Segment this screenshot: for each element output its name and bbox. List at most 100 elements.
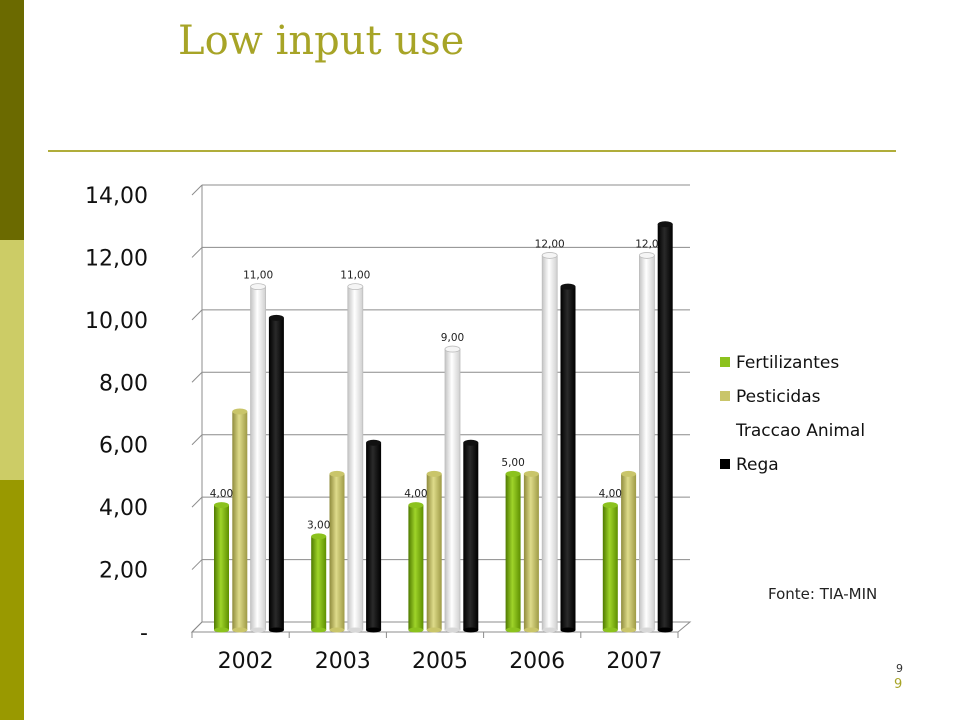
bar-base (366, 627, 382, 633)
bar (311, 533, 327, 633)
y-tick-label: 10,00 (85, 309, 148, 334)
slide-title: Low input use (178, 18, 465, 64)
bar-cap (426, 470, 442, 477)
bar-base (232, 627, 248, 633)
y-tick-label: - (140, 621, 148, 646)
gridline-depth (191, 434, 203, 446)
data-label: 5,00 (501, 457, 524, 469)
bar-body (329, 473, 345, 630)
bar (408, 502, 424, 633)
bar-body (366, 442, 382, 630)
page-number: 9 (894, 677, 903, 692)
data-label: 4,00 (210, 488, 233, 500)
bar-cap (214, 502, 229, 509)
bar-base (311, 627, 327, 633)
bar (657, 221, 673, 633)
bar-base (214, 627, 229, 633)
bar-base (560, 627, 576, 633)
bar-body (602, 505, 618, 630)
bar-cap (444, 345, 461, 353)
bar-base (523, 627, 539, 633)
bar-base (347, 627, 363, 633)
data-label: 11,00 (340, 270, 370, 282)
bar-cap (366, 439, 382, 446)
bar-base (505, 627, 521, 633)
bar-cap (463, 439, 479, 446)
legend: Fertilizantes Pesticidas Traccao Animal Reg… (720, 353, 865, 475)
bar-cap (621, 470, 637, 477)
bar-base (329, 627, 345, 633)
bar (232, 408, 248, 633)
bar-base (408, 627, 424, 633)
bar-body (523, 473, 539, 630)
bar-body (505, 473, 521, 630)
bar-base (602, 627, 618, 633)
bar-body (268, 317, 284, 630)
bar-cap (329, 470, 345, 477)
bar-cap (505, 470, 521, 477)
legend-swatch (720, 357, 730, 367)
bar-body (408, 505, 424, 630)
side-band-mid (0, 480, 24, 720)
bar-body (541, 255, 558, 631)
bar (444, 345, 461, 633)
y-tick-label: 14,00 (85, 184, 148, 209)
gridline-depth (191, 559, 203, 570)
bar-cap (232, 408, 248, 415)
bar-cap (250, 283, 267, 291)
bar-base (445, 627, 460, 633)
legend-label: Traccao Animal (735, 421, 865, 441)
bar-base (621, 627, 637, 633)
gridline-depth (191, 496, 203, 508)
x-tick-label: 2006 (509, 649, 565, 674)
bar (250, 283, 267, 633)
bar (541, 252, 558, 633)
gridline-depth (191, 247, 203, 258)
side-band-light (0, 240, 24, 480)
bar-body (311, 536, 327, 630)
bar-cap (523, 470, 539, 477)
bar-base (250, 627, 266, 633)
labels-layer: - 2,00 4,00 6,00 8,00 10,00 12,00 14,00 2002 2003… (85, 184, 662, 674)
y-tick-label: 12,00 (85, 246, 148, 271)
bar-body (426, 473, 442, 630)
x-tick-label: 2002 (218, 649, 274, 674)
bar-cap (347, 283, 364, 291)
y-tick-label: 6,00 (99, 434, 148, 459)
side-band (0, 0, 24, 720)
bar-cap (541, 252, 558, 259)
bar (268, 314, 284, 633)
bar-body (560, 286, 576, 630)
data-label: 4,00 (404, 488, 427, 500)
bar-body (463, 442, 479, 630)
bar-body (621, 473, 637, 630)
source-note: Fonte: TIA-MIN (768, 585, 878, 603)
bar-base (268, 627, 284, 633)
data-label: 4,00 (599, 488, 622, 500)
y-tick-label: 8,00 (99, 371, 148, 396)
bar-body (347, 286, 364, 631)
gridline-depth (191, 184, 203, 196)
bar-cap (657, 221, 673, 228)
bar-cap (408, 502, 424, 509)
legend-swatch (720, 391, 730, 401)
bar-base (463, 627, 479, 633)
data-label: 11,00 (243, 270, 273, 282)
data-label: 9,00 (441, 332, 464, 344)
data-label: 12,0 (635, 238, 658, 250)
side-band-dark (0, 0, 24, 240)
bar (329, 470, 345, 633)
x-tick-label: 2005 (412, 649, 468, 674)
page-number-small: 9 (896, 662, 903, 675)
bar (639, 252, 655, 633)
bar (366, 439, 382, 633)
bar-body (232, 411, 248, 630)
bar-base (542, 627, 558, 633)
bar-base (426, 627, 442, 633)
title-divider (48, 150, 896, 152)
data-label: 3,00 (307, 519, 330, 531)
bar (214, 502, 229, 633)
bar (621, 470, 637, 633)
gridline-depth (191, 621, 203, 633)
